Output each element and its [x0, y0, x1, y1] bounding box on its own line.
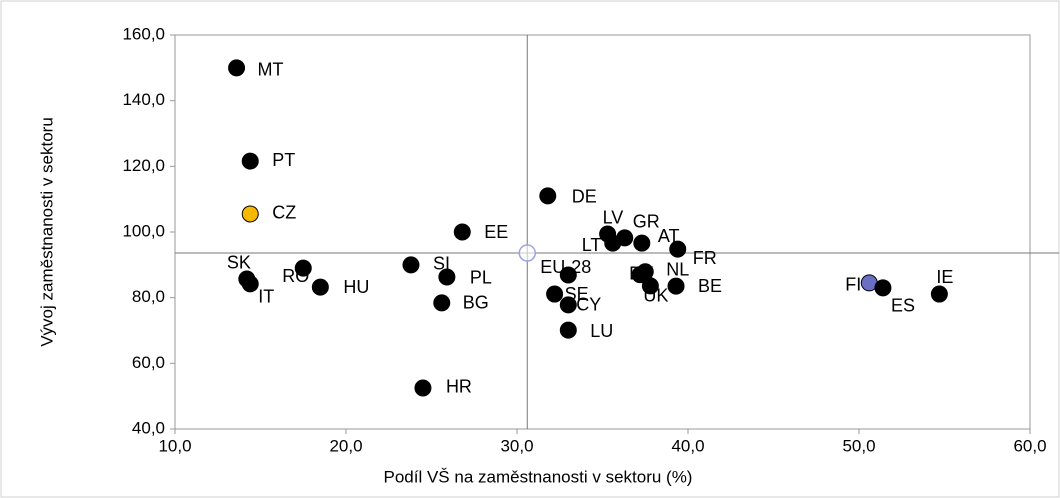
- x-tick-label: 10,0: [158, 436, 191, 455]
- point-label: PT: [272, 150, 295, 170]
- point-label: ES: [891, 296, 915, 316]
- point: [669, 240, 687, 258]
- y-tick-label: 60,0: [132, 353, 165, 372]
- point: [241, 275, 259, 293]
- point: [402, 256, 420, 274]
- y-tick-label: 120,0: [122, 156, 165, 175]
- point-label: IE: [936, 267, 953, 287]
- x-tick-label: 20,0: [329, 436, 362, 455]
- point-label: LT: [582, 235, 602, 255]
- point: [438, 268, 456, 286]
- point-label: NL: [666, 259, 689, 279]
- point: [636, 263, 654, 281]
- x-tick-label: 30,0: [500, 436, 533, 455]
- point-label: FI: [845, 275, 861, 295]
- point: [559, 266, 577, 284]
- point: [414, 379, 432, 397]
- point-label: BG: [463, 293, 489, 313]
- y-tick-label: 140,0: [122, 90, 165, 109]
- x-tick-label: 40,0: [671, 436, 704, 455]
- point-label: HU: [343, 277, 369, 297]
- point-label: FR: [693, 248, 717, 268]
- point: [546, 285, 564, 303]
- point-label: UK: [643, 286, 668, 306]
- point-label: EE: [484, 222, 508, 242]
- point-label: SK: [227, 253, 251, 273]
- x-tick-label: 60,0: [1013, 436, 1046, 455]
- point-label: AT: [658, 226, 680, 246]
- x-tick-label: 50,0: [842, 436, 875, 455]
- point-label: CY: [576, 295, 601, 315]
- point-label: EU-28: [540, 257, 591, 277]
- point-label: CZ: [272, 203, 296, 223]
- point: [311, 278, 329, 296]
- point-label: LV: [603, 208, 624, 228]
- point: [633, 234, 651, 252]
- point-label: HR: [446, 377, 472, 397]
- point: [616, 229, 634, 247]
- point: [453, 223, 471, 241]
- point: [930, 285, 948, 303]
- point: [539, 187, 557, 205]
- point-label: GR: [633, 212, 660, 232]
- point-label: RO: [282, 266, 309, 286]
- point: [433, 294, 451, 312]
- point: [559, 321, 577, 339]
- point: [874, 279, 892, 297]
- x-axis-label: Podíl VŠ na zaměstnanosti v sektoru (%): [384, 467, 693, 486]
- y-tick-label: 80,0: [132, 287, 165, 306]
- y-tick-label: 160,0: [122, 24, 165, 43]
- reference-point: [518, 244, 537, 262]
- point-label: PL: [470, 268, 492, 288]
- point: [241, 205, 259, 223]
- point-label: BE: [698, 276, 722, 296]
- point: [228, 59, 246, 77]
- y-tick-label: 100,0: [122, 221, 165, 240]
- point-label: MT: [258, 60, 284, 80]
- point: [667, 277, 685, 295]
- point-label: LU: [590, 321, 613, 341]
- point: [559, 296, 577, 314]
- point: [641, 277, 659, 295]
- point: [294, 259, 312, 277]
- point-label: IT: [258, 287, 274, 307]
- point: [241, 152, 259, 170]
- y-tick-label: 40,0: [132, 418, 165, 437]
- y-axis-label: Vývoj zaměstnanosti v sektoru: [37, 117, 56, 347]
- point-label: DE: [572, 187, 597, 207]
